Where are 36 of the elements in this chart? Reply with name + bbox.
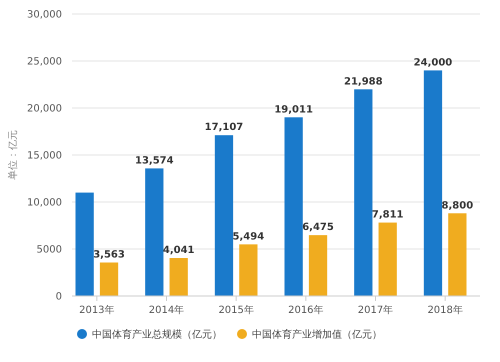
x-tick-label: 2017年 bbox=[358, 304, 394, 316]
data-label: 13,574 bbox=[135, 155, 174, 166]
bar bbox=[308, 235, 328, 296]
bar bbox=[354, 89, 372, 296]
bar bbox=[284, 117, 303, 296]
y-tick-label: 5000 bbox=[36, 244, 62, 256]
data-label: 7,811 bbox=[372, 210, 404, 221]
data-label: 19,011 bbox=[274, 104, 313, 116]
bar bbox=[239, 244, 258, 296]
x-tick-label: 2015年 bbox=[218, 304, 254, 316]
y-tick-label: 25,000 bbox=[27, 56, 62, 68]
y-axis-title: 单位：亿元 bbox=[7, 130, 19, 180]
x-tick-label: 2014年 bbox=[148, 304, 184, 316]
bar bbox=[214, 135, 234, 296]
bar bbox=[145, 168, 164, 296]
x-tick-label: 2013年 bbox=[79, 304, 115, 316]
legend-label: 中国体育产业增加值（亿元） bbox=[252, 328, 382, 340]
bar bbox=[76, 192, 94, 296]
y-tick-label: 0 bbox=[56, 292, 62, 302]
data-label: 17,107 bbox=[204, 122, 244, 134]
bar bbox=[448, 213, 467, 296]
y-tick-label: 30,000 bbox=[27, 10, 62, 20]
bar bbox=[378, 222, 397, 296]
y-tick-label: 20,000 bbox=[27, 104, 62, 114]
x-tick-label: 2016年 bbox=[288, 304, 324, 316]
data-label: 21,988 bbox=[344, 76, 383, 88]
bar bbox=[170, 258, 188, 296]
data-label: 5,494 bbox=[232, 231, 264, 242]
x-tick-label: 2018年 bbox=[427, 304, 463, 316]
bar bbox=[424, 70, 442, 296]
data-label: 24,000 bbox=[414, 57, 452, 68]
legend-label: 中国体育产业总规模（亿元） bbox=[92, 328, 222, 340]
y-tick-label: 15,000 bbox=[27, 150, 62, 162]
y-tick-label: 10,000 bbox=[27, 198, 62, 208]
data-label: 8,800 bbox=[442, 200, 474, 212]
bar bbox=[100, 262, 118, 296]
